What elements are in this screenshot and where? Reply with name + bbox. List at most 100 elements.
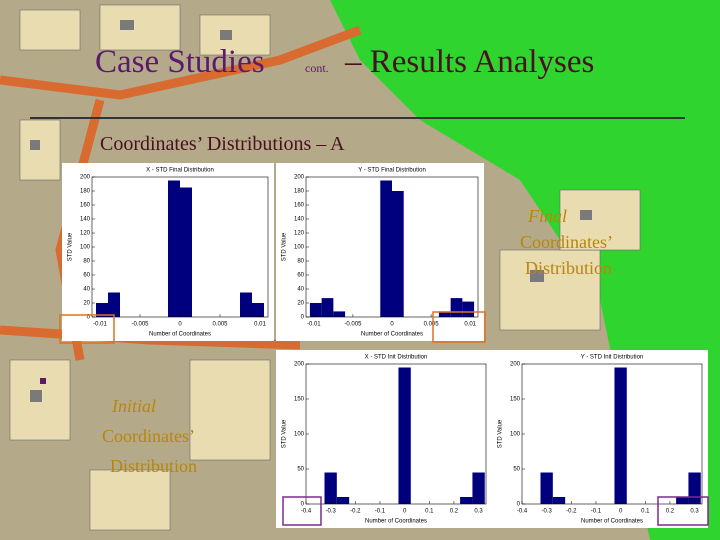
x-tick-label: -0.01 bbox=[93, 322, 107, 328]
x-tick-label: -0.005 bbox=[131, 322, 149, 328]
slide-title-note: cont. bbox=[305, 61, 329, 75]
y-axis-label: STD Value bbox=[68, 232, 74, 261]
bar bbox=[380, 180, 392, 317]
x-tick-label: 0.3 bbox=[474, 509, 483, 515]
y-axis-label: STD Value bbox=[282, 232, 288, 261]
x-tick-label: -0.4 bbox=[517, 509, 528, 515]
slide-title-rest: – Results Analyses bbox=[344, 44, 594, 80]
y-tick-label: 100 bbox=[294, 245, 305, 251]
y-tick-label: 0 bbox=[517, 502, 521, 508]
highlight-boxes bbox=[59, 311, 709, 526]
bar bbox=[324, 472, 337, 504]
bar bbox=[321, 298, 334, 317]
y-tick-label: 40 bbox=[297, 287, 304, 293]
charts: X - STD Final Distribution Number of Coor… bbox=[62, 163, 708, 528]
y-tick-label: 160 bbox=[294, 203, 305, 209]
bar bbox=[336, 497, 350, 504]
y-tick-label: 100 bbox=[294, 432, 305, 438]
y-tick-label: 20 bbox=[83, 301, 90, 307]
label-line: Distribution bbox=[110, 456, 197, 476]
bar bbox=[108, 292, 120, 317]
chart: X - STD Final Distribution Number of Coor… bbox=[62, 163, 274, 341]
x-tick-label: -0.1 bbox=[375, 509, 386, 515]
bar bbox=[450, 298, 463, 317]
bar bbox=[168, 180, 180, 317]
label-line: Distribution bbox=[525, 258, 612, 278]
bar bbox=[540, 472, 553, 504]
chart-title: X - STD Init Distribution bbox=[365, 355, 428, 361]
chart-title: Y - STD Init Distribution bbox=[581, 355, 644, 361]
chart: X - STD Init Distribution Number of Coord… bbox=[276, 350, 492, 528]
x-tick-label: 0 bbox=[619, 509, 623, 515]
bar bbox=[333, 311, 346, 317]
y-tick-label: 0 bbox=[301, 502, 305, 508]
y-tick-label: 60 bbox=[83, 273, 90, 279]
chart: Y - STD Init Distribution Number of Coord… bbox=[492, 350, 708, 528]
x-tick-label: -0.1 bbox=[591, 509, 602, 515]
y-tick-label: 60 bbox=[297, 273, 304, 279]
x-tick-label: -0.3 bbox=[541, 509, 552, 515]
bar bbox=[309, 303, 322, 317]
y-tick-label: 50 bbox=[513, 467, 520, 473]
x-tick-label: -0.2 bbox=[350, 509, 361, 515]
bar bbox=[180, 187, 192, 317]
y-tick-label: 200 bbox=[294, 175, 305, 181]
chart-title: X - STD Final Distribution bbox=[146, 168, 214, 174]
x-axis-label: Number of Coordinates bbox=[365, 519, 427, 525]
y-axis-label: STD Value bbox=[282, 419, 288, 448]
x-tick-label: 0.2 bbox=[450, 509, 459, 515]
label-line: Initial bbox=[111, 396, 156, 416]
y-tick-label: 200 bbox=[294, 362, 305, 368]
bar bbox=[240, 292, 252, 317]
x-tick-label: 0.01 bbox=[464, 322, 476, 328]
x-tick-label: 0.005 bbox=[212, 322, 228, 328]
y-tick-label: 160 bbox=[80, 203, 91, 209]
x-tick-label: 0.01 bbox=[254, 322, 266, 328]
x-tick-label: 0.1 bbox=[641, 509, 650, 515]
bar bbox=[438, 311, 451, 317]
bar bbox=[552, 497, 566, 504]
y-tick-label: 20 bbox=[297, 301, 304, 307]
bar bbox=[392, 191, 404, 317]
x-tick-label: 0.005 bbox=[424, 322, 440, 328]
bar bbox=[460, 497, 473, 504]
x-tick-label: 0.1 bbox=[425, 509, 434, 515]
y-tick-label: 180 bbox=[294, 189, 305, 195]
chart-panel bbox=[276, 350, 492, 528]
slide-subtitle: Coordinates’ Distributions – A bbox=[100, 133, 345, 155]
slide-title: Case Studies bbox=[95, 44, 265, 80]
y-tick-label: 80 bbox=[297, 259, 304, 265]
bar bbox=[688, 472, 701, 504]
x-tick-label: -0.4 bbox=[301, 509, 312, 515]
x-axis-label: Number of Coordinates bbox=[361, 332, 423, 338]
y-tick-label: 80 bbox=[83, 259, 90, 265]
label-line: Coordinates’ bbox=[520, 232, 613, 252]
bar bbox=[472, 472, 485, 504]
bar bbox=[614, 367, 627, 504]
y-tick-label: 140 bbox=[80, 217, 91, 223]
x-tick-label: -0.2 bbox=[566, 509, 577, 515]
bar bbox=[676, 497, 689, 504]
y-tick-label: 200 bbox=[80, 175, 91, 181]
x-tick-label: 0 bbox=[403, 509, 407, 515]
x-tick-label: -0.01 bbox=[307, 322, 321, 328]
x-tick-label: -0.005 bbox=[344, 322, 362, 328]
y-tick-label: 40 bbox=[83, 287, 90, 293]
bar bbox=[252, 303, 264, 317]
x-axis-label: Number of Coordinates bbox=[149, 332, 211, 338]
label-line: Final bbox=[527, 206, 567, 226]
final-label: Final Coordinates’ Distribution bbox=[520, 206, 613, 278]
initial-label: Initial Coordinates’ Distribution bbox=[102, 396, 197, 476]
x-tick-label: 0 bbox=[178, 322, 182, 328]
x-tick-label: -0.3 bbox=[325, 509, 336, 515]
y-tick-label: 150 bbox=[294, 397, 305, 403]
y-tick-label: 120 bbox=[80, 231, 91, 237]
bar bbox=[96, 303, 108, 317]
x-tick-label: 0 bbox=[390, 322, 394, 328]
bar bbox=[398, 367, 411, 504]
y-tick-label: 0 bbox=[301, 315, 305, 321]
y-tick-label: 150 bbox=[510, 397, 521, 403]
y-tick-label: 200 bbox=[510, 362, 521, 368]
y-tick-label: 100 bbox=[510, 432, 521, 438]
